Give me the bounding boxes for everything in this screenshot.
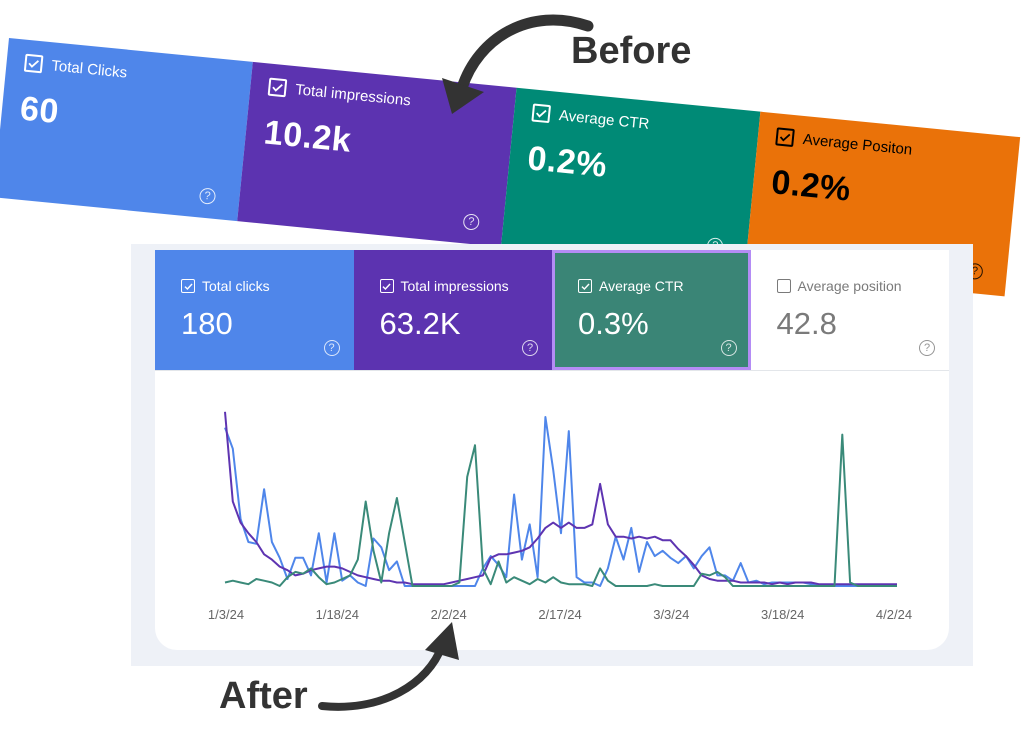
before-metric-header: Total impressions [267, 77, 412, 110]
before-metric-value: 0.2% [525, 139, 609, 185]
x-tick-label: 1/3/24 [208, 607, 244, 622]
before-metric-average-position: Average Positon 0.2% ? [744, 111, 1021, 297]
x-tick-label: 3/18/24 [761, 607, 804, 622]
metric-label: Average CTR [599, 278, 684, 294]
before-metric-header: Average CTR [531, 103, 650, 132]
chart-series-line-1 [224, 411, 897, 586]
before-annotation-label: Before [571, 30, 692, 72]
metric-tile-average-ctr[interactable]: Average CTR 0.3% ? [552, 250, 751, 370]
before-metric-value: 60 [18, 89, 61, 132]
x-tick-label: 1/18/24 [316, 607, 359, 622]
metric-label: Total impressions [400, 278, 509, 294]
help-icon[interactable]: ? [720, 340, 737, 356]
performance-card: Total clicks 180 ? Total impressions 63.… [155, 250, 949, 650]
before-metric-label: Average CTR [558, 106, 651, 133]
before-metric-total-clicks: Total Clicks 60 ? [0, 38, 253, 222]
before-metric-total-impressions: Total impressions 10.2k ? [237, 61, 517, 248]
before-metric-header: Total Clicks [23, 53, 128, 82]
before-metric-value: 0.2% [769, 163, 853, 209]
checkbox-checked-icon [23, 53, 44, 74]
help-icon: ? [462, 213, 480, 231]
before-metric-average-ctr: Average CTR 0.2% ? [500, 87, 761, 271]
metric-header: Average CTR [578, 278, 684, 294]
metric-value: 180 [181, 306, 233, 341]
metric-tile-total-impressions[interactable]: Total impressions 63.2K ? [353, 250, 552, 370]
help-icon[interactable]: ? [522, 340, 538, 356]
metric-header: Total clicks [181, 278, 270, 294]
metric-value: 0.3% [578, 306, 649, 341]
metric-tile-average-position[interactable]: Average position 42.8 ? [750, 250, 949, 370]
x-tick-label: 3/3/24 [653, 607, 689, 622]
chart-series-line-0 [224, 416, 897, 587]
metric-tile-total-clicks[interactable]: Total clicks 180 ? [155, 250, 354, 370]
checkbox-checked-icon[interactable] [578, 279, 592, 293]
x-tick-label: 2/17/24 [538, 607, 581, 622]
chart-series-line-2 [224, 433, 897, 587]
checkbox-checked-icon [531, 103, 552, 124]
before-metrics-strip: Total Clicks 60 ? Total impressions 10.2… [0, 38, 1021, 297]
before-metric-header: Average Positon [775, 127, 913, 158]
before-metric-label: Total Clicks [50, 56, 128, 82]
checkbox-checked-icon [775, 127, 795, 148]
after-metrics-row: Total clicks 180 ? Total impressions 63.… [155, 250, 949, 370]
metric-header: Average position [776, 278, 902, 294]
metric-header: Total impressions [379, 278, 509, 294]
checkbox-checked-icon[interactable] [379, 279, 394, 293]
help-icon[interactable]: ? [919, 340, 935, 356]
help-icon[interactable]: ? [323, 340, 340, 356]
metric-value: 63.2K [379, 306, 461, 341]
after-panel: Total clicks 180 ? Total impressions 63.… [131, 244, 973, 666]
checkbox-unchecked-icon[interactable] [776, 279, 791, 293]
checkbox-checked-icon [267, 77, 288, 98]
before-metric-label: Average Positon [802, 130, 914, 159]
before-metric-label: Total impressions [294, 80, 412, 109]
x-tick-label: 4/2/24 [876, 607, 912, 622]
after-annotation-label: After [219, 675, 308, 717]
metric-label: Total clicks [202, 278, 270, 294]
metric-label: Average position [797, 278, 902, 294]
x-tick-label: 2/2/24 [431, 607, 467, 622]
before-metric-value: 10.2k [262, 113, 354, 160]
metric-value: 42.8 [776, 306, 837, 341]
help-icon: ? [198, 187, 217, 205]
metrics-divider [155, 370, 949, 371]
performance-line-chart: 1/3/24 1/18/24 2/2/24 2/17/24 3/3/24 3/18/24 4… [208, 411, 912, 622]
checkbox-checked-icon[interactable] [181, 279, 195, 293]
